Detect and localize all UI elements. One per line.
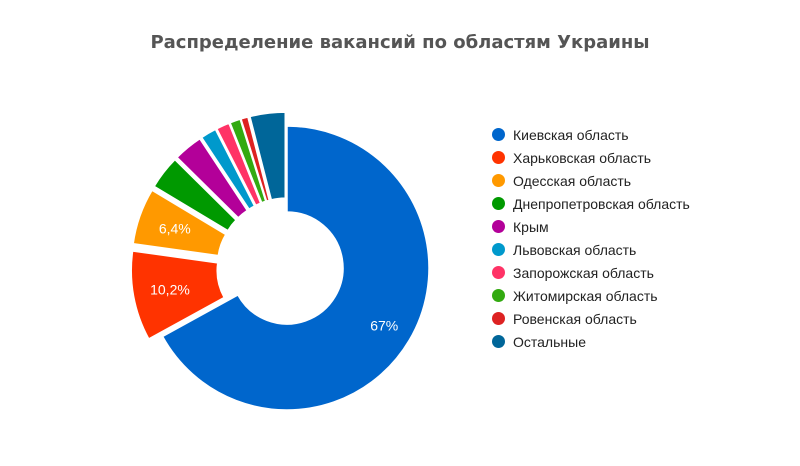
legend-swatch [492, 197, 505, 210]
slice-data-label: 10,2% [150, 282, 190, 298]
legend-swatch [492, 266, 505, 279]
donut-slice [200, 128, 256, 211]
legend-item[interactable]: Одесская область [492, 169, 690, 192]
legend-swatch [492, 151, 505, 164]
legend-item[interactable]: Киевская область [492, 123, 690, 146]
legend-swatch [492, 174, 505, 187]
chart-title: Распределение вакансий по областям Украи… [150, 32, 650, 53]
donut-slice [161, 125, 430, 411]
legend-label: Запорожская область [513, 264, 654, 281]
legend-item[interactable]: Запорожская область [492, 261, 690, 284]
donut-slice [249, 111, 286, 201]
donut-slice [215, 122, 262, 207]
legend-item[interactable]: Львовская область [492, 238, 690, 261]
legend-label: Львовская область [513, 241, 637, 258]
donut-slice [153, 158, 238, 232]
donut-slice [229, 118, 267, 204]
legend-label: Остальные [513, 333, 586, 350]
legend-label: Киевская область [513, 126, 629, 143]
donut-slice [130, 250, 226, 340]
legend-swatch [492, 289, 505, 302]
legend-swatch [492, 220, 505, 233]
legend-label: Харьковская область [513, 149, 652, 166]
chart-legend: Киевская область Харьковская область Одесс… [492, 123, 690, 353]
legend-label: Одесская область [513, 172, 632, 189]
legend-item[interactable]: Ровенская область [492, 307, 690, 330]
slice-data-label: 67% [370, 318, 398, 334]
slice-data-label: 6,4% [159, 220, 191, 236]
legend-label: Крым [513, 218, 549, 235]
legend-swatch [492, 128, 505, 141]
legend-label: Ровенская область [513, 310, 637, 327]
legend-swatch [492, 335, 505, 348]
donut-slice [132, 189, 227, 257]
legend-item[interactable]: Крым [492, 215, 690, 238]
legend-label: Житомирская область [513, 287, 658, 304]
legend-swatch [492, 243, 505, 256]
legend-item[interactable]: Остальные [492, 330, 690, 353]
legend-swatch [492, 312, 505, 325]
legend-item[interactable]: Житомирская область [492, 284, 690, 307]
donut-slice [240, 116, 271, 202]
donut-slice [176, 137, 249, 219]
legend-item[interactable]: Харьковская область [492, 146, 690, 169]
legend-label: Днепропетровская область [513, 195, 690, 212]
legend-item[interactable]: Днепропетровская область [492, 192, 690, 215]
